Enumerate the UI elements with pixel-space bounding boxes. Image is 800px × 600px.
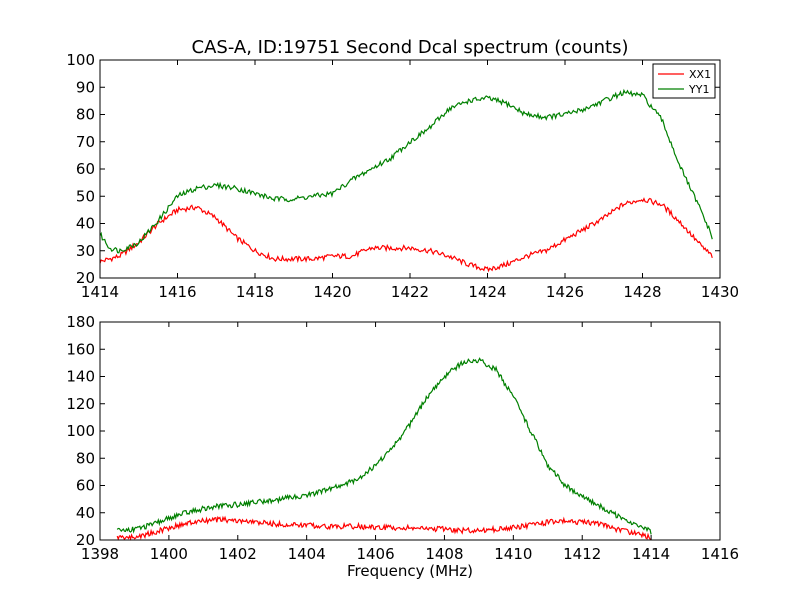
top-spectrum-chart: CAS-A, ID:19751 Second Dcal spectrum (co… <box>66 37 739 301</box>
series-line-yy1 <box>116 357 652 535</box>
chart-title: CAS-A, ID:19751 Second Dcal spectrum (co… <box>192 37 629 58</box>
x-tick-label: 1420 <box>313 283 351 301</box>
y-tick-label: 80 <box>76 449 95 467</box>
x-tick-label: 1414 <box>632 545 670 563</box>
x-tick-label: 1430 <box>701 283 739 301</box>
x-tick-label: 1424 <box>468 283 506 301</box>
series-line-xx1 <box>99 197 713 273</box>
y-tick-label: 60 <box>76 477 95 495</box>
tick-group: 1414 1416 1418 1420 1422 1424 1426 1428 1430 20 30… <box>66 51 739 301</box>
y-tick-label: 70 <box>76 133 95 151</box>
x-tick-label: 1416 <box>701 545 739 563</box>
x-tick-label: 1404 <box>288 545 326 563</box>
x-tick-label: 1422 <box>391 283 429 301</box>
x-tick-label: 1418 <box>236 283 274 301</box>
series-group <box>116 357 652 541</box>
y-tick-label: 80 <box>76 106 95 124</box>
y-tick-label: 90 <box>76 78 95 96</box>
x-tick-label: 1408 <box>425 545 463 563</box>
legend-box <box>652 63 716 99</box>
x-tick-label: 1426 <box>546 283 584 301</box>
series-group <box>99 88 713 273</box>
y-tick-label: 40 <box>76 215 95 233</box>
x-tick-label: 1414 <box>81 283 119 301</box>
y-tick-label: 140 <box>66 368 95 386</box>
tick-group: 1398 1400 1402 1404 1406 1408 1410 1412 1414 1416… <box>66 313 739 563</box>
series-line-yy1 <box>99 88 713 254</box>
y-tick-label: 20 <box>76 531 95 549</box>
x-tick-label: 1412 <box>563 545 601 563</box>
x-tick-label: 1406 <box>356 545 394 563</box>
x-tick-label: 1416 <box>158 283 196 301</box>
legend-entry-yy1: YY1 <box>688 83 709 96</box>
bottom-spectrum-chart: 1398 1400 1402 1404 1406 1408 1410 1412 1414 1416… <box>66 313 739 580</box>
y-tick-label: 20 <box>76 269 95 287</box>
x-tick-label: 1410 <box>494 545 532 563</box>
x-axis-label: Frequency (MHz) <box>347 562 473 580</box>
x-tick-label: 1400 <box>150 545 188 563</box>
y-tick-label: 180 <box>66 313 95 331</box>
y-tick-label: 60 <box>76 160 95 178</box>
y-tick-label: 40 <box>76 504 95 522</box>
x-tick-label: 1398 <box>81 545 119 563</box>
legend-entry-xx1: XX1 <box>689 68 711 81</box>
series-line-xx1 <box>116 515 652 541</box>
legend: XX1 YY1 <box>652 63 716 99</box>
x-tick-label: 1402 <box>219 545 257 563</box>
y-tick-label: 50 <box>76 187 95 205</box>
y-tick-label: 30 <box>76 242 95 260</box>
x-tick-label: 1428 <box>623 283 661 301</box>
y-tick-label: 100 <box>66 422 95 440</box>
y-tick-label: 100 <box>66 51 95 69</box>
y-tick-label: 160 <box>66 340 95 358</box>
y-tick-label: 120 <box>66 395 95 413</box>
